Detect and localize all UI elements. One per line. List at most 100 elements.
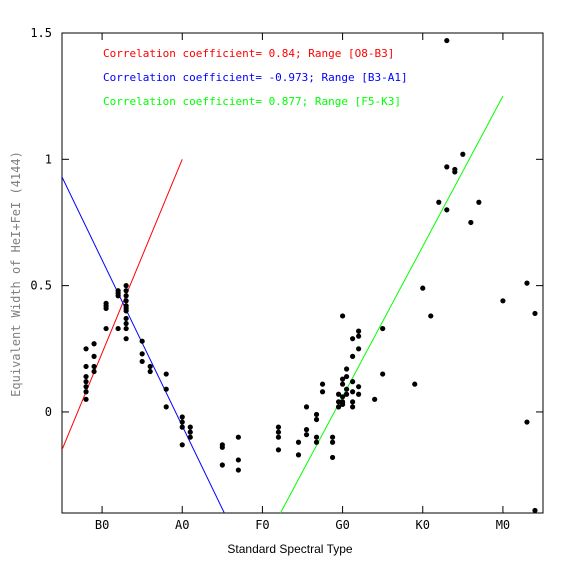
data-point	[219, 444, 225, 450]
data-point	[343, 366, 350, 372]
data-point	[350, 404, 356, 410]
legend-entry: Correlation coefficient= 0.877; Range [F…	[103, 95, 401, 108]
data-point	[147, 363, 153, 370]
data-point	[319, 389, 326, 395]
data-point	[335, 391, 342, 397]
x-tick-label: M0	[496, 518, 510, 532]
data-point	[295, 439, 302, 445]
data-point	[329, 454, 336, 461]
data-point	[329, 439, 336, 445]
data-point	[420, 285, 426, 291]
data-point	[532, 310, 538, 317]
data-point	[103, 325, 109, 332]
data-point	[115, 325, 121, 332]
data-point	[115, 293, 121, 299]
data-point	[123, 308, 129, 314]
data-point	[444, 164, 450, 170]
data-point	[83, 363, 89, 370]
data-point	[329, 434, 336, 440]
y-axis-label: Equivalent Width of HeI+FeI (4144)	[9, 151, 23, 397]
data-point	[83, 373, 89, 380]
data-point	[350, 399, 356, 405]
data-point	[83, 379, 89, 385]
data-point	[412, 381, 418, 387]
data-point	[91, 353, 97, 359]
data-point	[524, 280, 530, 286]
data-point	[356, 333, 362, 339]
data-point	[275, 447, 282, 453]
plot-frame	[61, 32, 544, 514]
data-point	[303, 432, 310, 438]
fit-line-1	[62, 159, 183, 451]
data-point	[476, 199, 482, 205]
data-point	[219, 462, 225, 468]
data-point	[179, 414, 185, 420]
data-point	[313, 434, 320, 440]
data-point	[339, 313, 346, 319]
data-point	[187, 424, 193, 430]
data-point	[163, 386, 169, 392]
y-ticks: 0 0.5 1 1.5	[30, 26, 543, 419]
data-point	[123, 320, 129, 327]
x-tick-label: A0	[175, 518, 189, 532]
data-point	[313, 416, 320, 423]
data-point	[295, 452, 302, 458]
data-point	[147, 368, 153, 375]
data-point	[444, 207, 450, 213]
data-point	[123, 288, 129, 294]
data-point	[356, 346, 362, 352]
data-point	[524, 419, 530, 425]
data-point	[339, 381, 346, 387]
data-point	[123, 283, 129, 289]
data-point	[123, 325, 129, 332]
x-tick-label: F0	[255, 518, 269, 532]
x-tick-label: K0	[416, 518, 430, 532]
data-point	[343, 386, 350, 392]
data-point	[428, 313, 434, 319]
x-tick-label: G0	[335, 518, 349, 532]
data-point	[356, 328, 362, 334]
data-point	[339, 376, 346, 382]
y-tick-label: 0.5	[30, 279, 52, 293]
data-point	[356, 391, 362, 397]
data-point	[123, 298, 129, 304]
data-point	[313, 439, 320, 445]
data-point	[350, 379, 356, 385]
data-point	[444, 37, 450, 44]
data-point	[275, 434, 282, 440]
data-point	[380, 325, 386, 332]
data-point	[123, 293, 129, 299]
x-ticks: B0 A0 F0 G0 K0 M0	[95, 33, 510, 532]
data-point	[235, 434, 241, 440]
data-point	[350, 389, 356, 395]
data-point	[500, 298, 506, 304]
data-point	[179, 424, 185, 430]
data-point	[91, 368, 97, 375]
fit-line-2	[62, 176, 225, 513]
data-point	[436, 199, 442, 205]
legend-entry: Correlation coefficient= 0.84; Range [O8…	[103, 47, 394, 60]
data-point	[235, 457, 241, 463]
data-point	[163, 371, 169, 377]
data-point	[123, 336, 129, 342]
y-tick-label: 0	[45, 405, 52, 419]
data-point	[187, 429, 193, 435]
data-point	[335, 404, 342, 410]
data-point	[83, 396, 89, 402]
data-point	[187, 434, 193, 440]
data-point	[339, 401, 346, 407]
y-tick-label: 1	[45, 152, 52, 166]
data-point	[91, 341, 97, 347]
data-point	[83, 384, 89, 390]
data-point	[83, 389, 89, 395]
data-point	[91, 363, 97, 370]
legend: Correlation coefficient= 0.84; Range [O8…	[103, 47, 408, 108]
data-point	[343, 391, 350, 397]
data-point	[532, 507, 538, 514]
data-point	[139, 358, 145, 365]
data-point	[343, 373, 350, 380]
data-point	[372, 396, 378, 402]
data-point	[313, 411, 320, 418]
fit-line-3	[280, 95, 504, 513]
